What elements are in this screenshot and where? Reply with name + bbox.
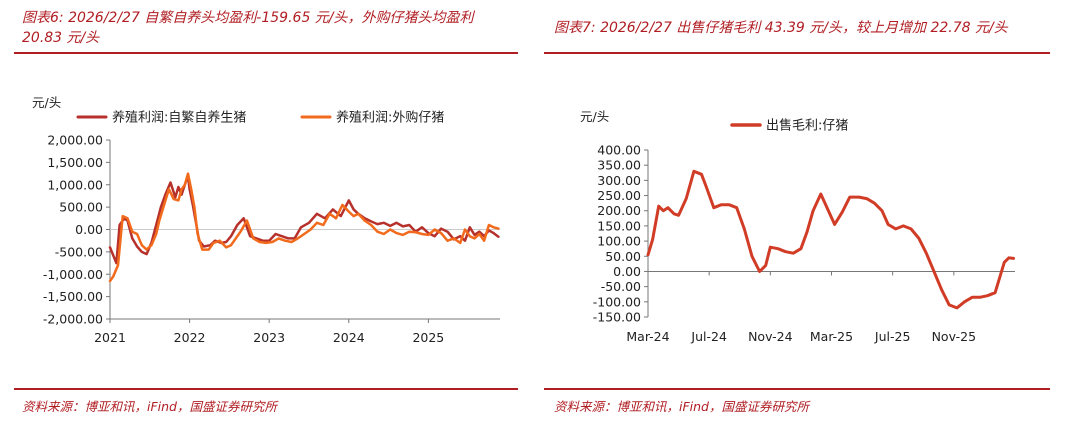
left-y-tick-label: -500.00: [55, 244, 103, 259]
right-x-tick-label: Nov-24: [748, 329, 793, 344]
right-x-tick-label: Jul-25: [874, 329, 911, 344]
right-y-tick-label: -150.00: [593, 310, 641, 325]
left-title-rule: [14, 52, 518, 54]
right-y-tick-label: 350.00: [597, 158, 641, 173]
right-line-chart: 元/头 400.00350.00300.00250.00200.00150.001…: [580, 109, 1015, 344]
right-x-tick-label: Mar-24: [626, 329, 669, 344]
right-x-tick-label: Mar-25: [810, 329, 853, 344]
left-chart-title: 图表6: 2026/2/27 自繁自养头均盈利-159.65 元/头，外购仔猪头…: [22, 10, 474, 46]
right-chart-title: 图表7: 2026/2/27 出售仔猪毛利 43.39 元/头，较上月增加 22…: [554, 20, 1008, 36]
left-x-tick-label: 2025: [412, 330, 444, 345]
left-chart-panel: 图表6: 2026/2/27 自繁自养头均盈利-159.65 元/头，外购仔猪头…: [0, 0, 530, 421]
left-y-tick-label: 0.00: [75, 222, 103, 237]
left-x-tick-label: 2022: [174, 330, 206, 345]
left-x-tick-label: 2021: [94, 330, 126, 345]
left-y-axis-label: 元/头: [32, 95, 61, 110]
right-source-note: 资料来源：博亚和讯，iFind，国盛证券研究所: [554, 399, 809, 414]
right-x-tick-label: Jul-24: [690, 329, 727, 344]
left-y-tick-label: 500.00: [59, 200, 103, 215]
left-x-tick-label: 2023: [253, 330, 285, 345]
right-y-tick-label: -50.00: [601, 279, 641, 294]
right-legend-label-1: 出售毛利:仔猪: [766, 118, 848, 134]
right-y-tick-label: 100.00: [597, 234, 641, 249]
left-series-line-1: [108, 174, 500, 265]
right-y-tick-label: 300.00: [597, 173, 641, 188]
left-series-line-2: [108, 172, 500, 283]
right-y-tick-label: 0.00: [613, 264, 641, 279]
right-y-tick-label: 400.00: [597, 143, 641, 158]
right-x-tick-label: Nov-25: [932, 329, 976, 344]
left-y-tick-label: 2,000.00: [47, 133, 103, 148]
left-y-tick-label: -1,000.00: [43, 267, 103, 282]
left-source-note: 资料来源：博亚和讯，iFind，国盛证券研究所: [22, 399, 277, 414]
right-y-tick-label: 50.00: [605, 249, 641, 264]
right-y-tick-label: -100.00: [593, 294, 641, 309]
left-legend-label-1: 养殖利润:自繁自养生猪: [112, 110, 246, 126]
left-y-tick-label: -1,500.00: [43, 289, 103, 304]
right-y-tick-label: 200.00: [597, 203, 641, 218]
left-y-tick-label: -2,000.00: [43, 312, 103, 327]
right-y-axis-label: 元/头: [580, 109, 609, 124]
left-x-tick-label: 2024: [333, 330, 365, 345]
right-title-rule: [544, 52, 1050, 54]
right-series-line-1: [646, 169, 1015, 310]
left-line-chart: 元/头 2,000.00 1,500.00 1,000.00 500.00 0.00 -50…: [32, 95, 500, 345]
left-source-rule: [14, 388, 518, 390]
left-y-tick-label: 1,000.00: [47, 177, 103, 192]
right-source-rule: [544, 388, 1050, 390]
right-y-tick-label: 150.00: [597, 218, 641, 233]
right-chart-panel: 图表7: 2026/2/27 出售仔猪毛利 43.39 元/头，较上月增加 22…: [540, 0, 1080, 421]
left-legend-label-2: 养殖利润:外购仔猪: [336, 110, 444, 126]
left-y-tick-label: 1,500.00: [47, 155, 103, 170]
right-y-tick-label: 250.00: [597, 188, 641, 203]
